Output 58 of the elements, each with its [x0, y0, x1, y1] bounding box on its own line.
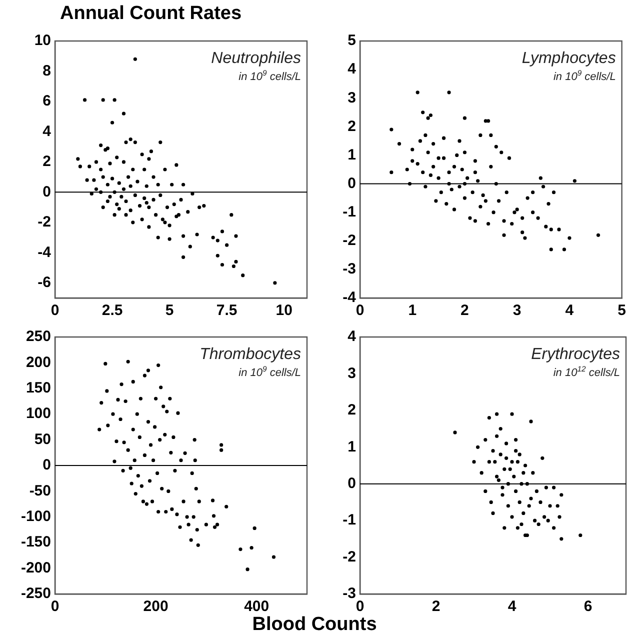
y-tick-label: 4: [42, 122, 52, 140]
y-tick-label: 0: [348, 174, 356, 192]
y-tick-label: 2: [42, 153, 51, 170]
y-tick-label: -2: [342, 232, 356, 250]
y-tick-label: -2: [38, 214, 51, 231]
y-tick-label: 200: [26, 354, 51, 371]
y-tick-label: 10: [34, 32, 51, 50]
y-tick-label: 1: [348, 146, 356, 164]
annotation: Lymphocytes: [522, 50, 616, 67]
x-tick-label: 4: [565, 302, 574, 320]
y-tick-label: -1: [342, 203, 356, 220]
y-tick-label: 6: [42, 92, 51, 110]
y-tick-label: 2: [348, 118, 356, 135]
y-tick-label: 3: [348, 364, 356, 382]
x-tick-label: 7.5: [216, 302, 238, 320]
y-tick-label: -4: [342, 289, 357, 306]
y-tick-label: -3: [342, 260, 356, 278]
x-tick-label: 5: [618, 302, 626, 320]
x-tick-label: 1: [408, 302, 417, 320]
y-tick-label: -150: [20, 534, 51, 551]
x-tick-label: 6: [584, 598, 592, 616]
y-tick-label: 150: [26, 380, 51, 397]
chart-title: Annual Count Rates: [59, 2, 243, 26]
y-tick-label: -200: [20, 559, 51, 576]
annotation: Neutrophiles: [211, 50, 301, 67]
y-tick-label: 0: [348, 475, 356, 492]
y-tick-label: -4: [38, 244, 52, 261]
y-tick-label: 250: [26, 328, 51, 346]
x-tick-label: 4: [508, 598, 517, 616]
y-tick-label: -100: [20, 508, 51, 526]
x-tick-label: 2: [460, 302, 469, 320]
y-tick-label: -1: [342, 512, 356, 529]
x-tick-label: 2.5: [102, 302, 123, 320]
y-tick-label: 0: [42, 183, 51, 200]
y-tick-label: 50: [34, 430, 51, 448]
annotation: Erythrocytes: [531, 346, 620, 363]
x-tick-label: 10: [276, 302, 292, 320]
y-tick-label: -50: [29, 482, 51, 500]
y-tick-label: 1: [348, 438, 356, 456]
y-tick-label: 0: [42, 456, 51, 474]
x-tick-label: 5: [165, 302, 174, 320]
y-tick-label: 2: [348, 402, 356, 419]
annotation: Thrombocytes: [200, 346, 302, 363]
y-tick-label: 5: [348, 32, 356, 50]
x-tick-label: 400: [244, 598, 270, 616]
y-tick-label: 4: [348, 328, 357, 346]
y-tick-label: 4: [348, 60, 357, 78]
y-tick-label: -3: [342, 585, 356, 602]
x-tick-label: 200: [143, 598, 168, 616]
y-tick-label: -6: [38, 274, 51, 292]
x-tick-label: 2: [432, 598, 440, 616]
y-tick-label: -250: [20, 585, 51, 602]
y-tick-label: -2: [342, 548, 356, 566]
x-axis-title: Blood Counts: [251, 614, 378, 636]
x-tick-label: 3: [512, 302, 522, 320]
y-tick-label: 8: [42, 62, 51, 80]
y-tick-label: 100: [26, 405, 51, 422]
y-tick-label: 3: [348, 89, 356, 106]
